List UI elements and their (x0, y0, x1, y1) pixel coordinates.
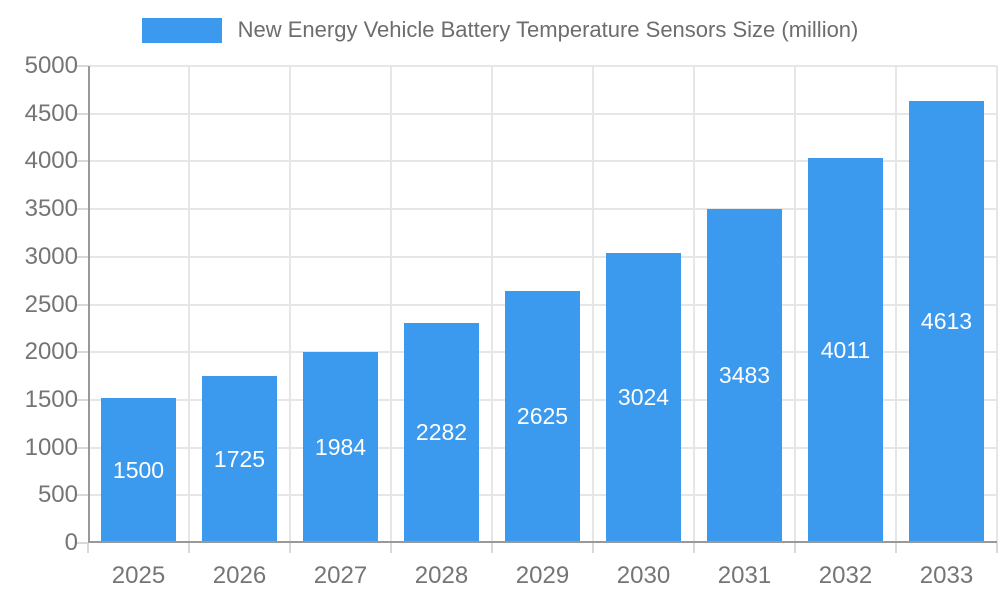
x-axis-tick (996, 543, 998, 553)
bar-value-label: 2282 (415, 419, 468, 445)
bar-value-label: 1500 (112, 456, 165, 483)
y-axis-label: 1500 (24, 385, 78, 413)
bar-2032[interactable]: 4011 (808, 158, 883, 541)
x-axis-tick (390, 543, 392, 553)
y-axis-label: 0 (64, 529, 78, 556)
x-axis-tick (289, 543, 291, 553)
y-axis-label: 2500 (24, 290, 78, 318)
gridline-vertical (390, 66, 392, 543)
y-axis-label: 3000 (24, 242, 78, 270)
gridline-vertical (491, 66, 493, 543)
y-axis-label: 1000 (24, 433, 78, 461)
x-axis-label: 2030 (616, 562, 671, 589)
y-axis-label: 5000 (24, 52, 78, 79)
x-axis-label: 2031 (717, 562, 772, 589)
bar-value-label: 3024 (617, 384, 670, 410)
gridline-vertical (693, 66, 695, 543)
y-axis-label: 2000 (24, 338, 78, 366)
y-axis-tick (76, 160, 88, 163)
bar-2033[interactable]: 4613 (909, 101, 984, 541)
y-axis-tick (76, 112, 88, 115)
x-axis-tick (188, 543, 190, 553)
gridline-vertical (592, 66, 594, 543)
bar-value-label: 4613 (920, 308, 973, 334)
gridline-vertical (794, 66, 796, 543)
y-axis-label: 500 (37, 481, 78, 509)
bar-value-label: 2625 (516, 403, 569, 429)
x-axis-label: 2029 (515, 562, 570, 589)
gridline-horizontal (88, 208, 997, 211)
bar-value-label: 3483 (718, 362, 771, 388)
gridline-horizontal (88, 160, 997, 163)
x-axis-tick (491, 543, 493, 553)
x-axis-label: 2032 (818, 562, 873, 589)
bar-2029[interactable]: 2625 (505, 291, 580, 541)
x-axis-tick (592, 543, 594, 553)
chart-legend[interactable]: New Energy Vehicle Battery Temperature S… (0, 17, 1000, 43)
y-axis-tick (76, 351, 88, 354)
y-axis-tick (76, 255, 88, 258)
y-axis-label: 4500 (24, 99, 78, 127)
bar-2028[interactable]: 2282 (404, 323, 479, 541)
y-axis-label: 3500 (24, 195, 78, 223)
gridline-vertical (895, 66, 897, 543)
gridline-horizontal (88, 112, 997, 115)
bar-2027[interactable]: 1984 (303, 352, 378, 541)
y-axis-tick (76, 303, 88, 306)
bar-2031[interactable]: 3483 (707, 209, 782, 541)
y-axis-label: 4000 (24, 147, 78, 175)
y-axis-tick (76, 446, 88, 449)
legend-swatch (141, 17, 222, 43)
x-axis-tick (895, 543, 897, 553)
y-axis-tick (76, 208, 88, 211)
y-axis-tick (76, 494, 88, 497)
legend-series-label: New Energy Vehicle Battery Temperature S… (237, 17, 859, 42)
y-axis-tick (76, 542, 88, 544)
x-axis-label: 2033 (919, 562, 974, 589)
plot-area: 0 500 1000 1500 2000 2500 3000 3500 4000 4500 5000… (25, 53, 998, 589)
y-axis-tick (76, 398, 88, 401)
gridline-vertical (188, 66, 190, 543)
gridline-vertical (289, 66, 291, 543)
gridline-horizontal (88, 65, 997, 67)
x-axis-label: 2026 (212, 562, 267, 589)
y-axis-tick (76, 65, 88, 67)
bar-2025[interactable]: 1500 (101, 398, 176, 541)
x-axis-tick (794, 543, 796, 553)
x-axis-label: 2028 (414, 562, 469, 589)
bar-value-label: 1725 (213, 445, 266, 472)
bar-value-label: 4011 (820, 336, 871, 363)
x-axis-label: 2025 (111, 562, 166, 589)
x-axis-tick (87, 543, 89, 553)
bar-value-label: 1984 (314, 433, 367, 460)
y-axis-line (88, 66, 90, 543)
bar-2030[interactable]: 3024 (606, 253, 681, 541)
gridline-vertical (996, 66, 998, 543)
x-axis-tick (693, 543, 695, 553)
x-axis-line (88, 541, 997, 543)
x-axis-label: 2027 (313, 562, 368, 589)
gridline-horizontal (88, 255, 997, 258)
bar-2026[interactable]: 1725 (202, 376, 277, 541)
